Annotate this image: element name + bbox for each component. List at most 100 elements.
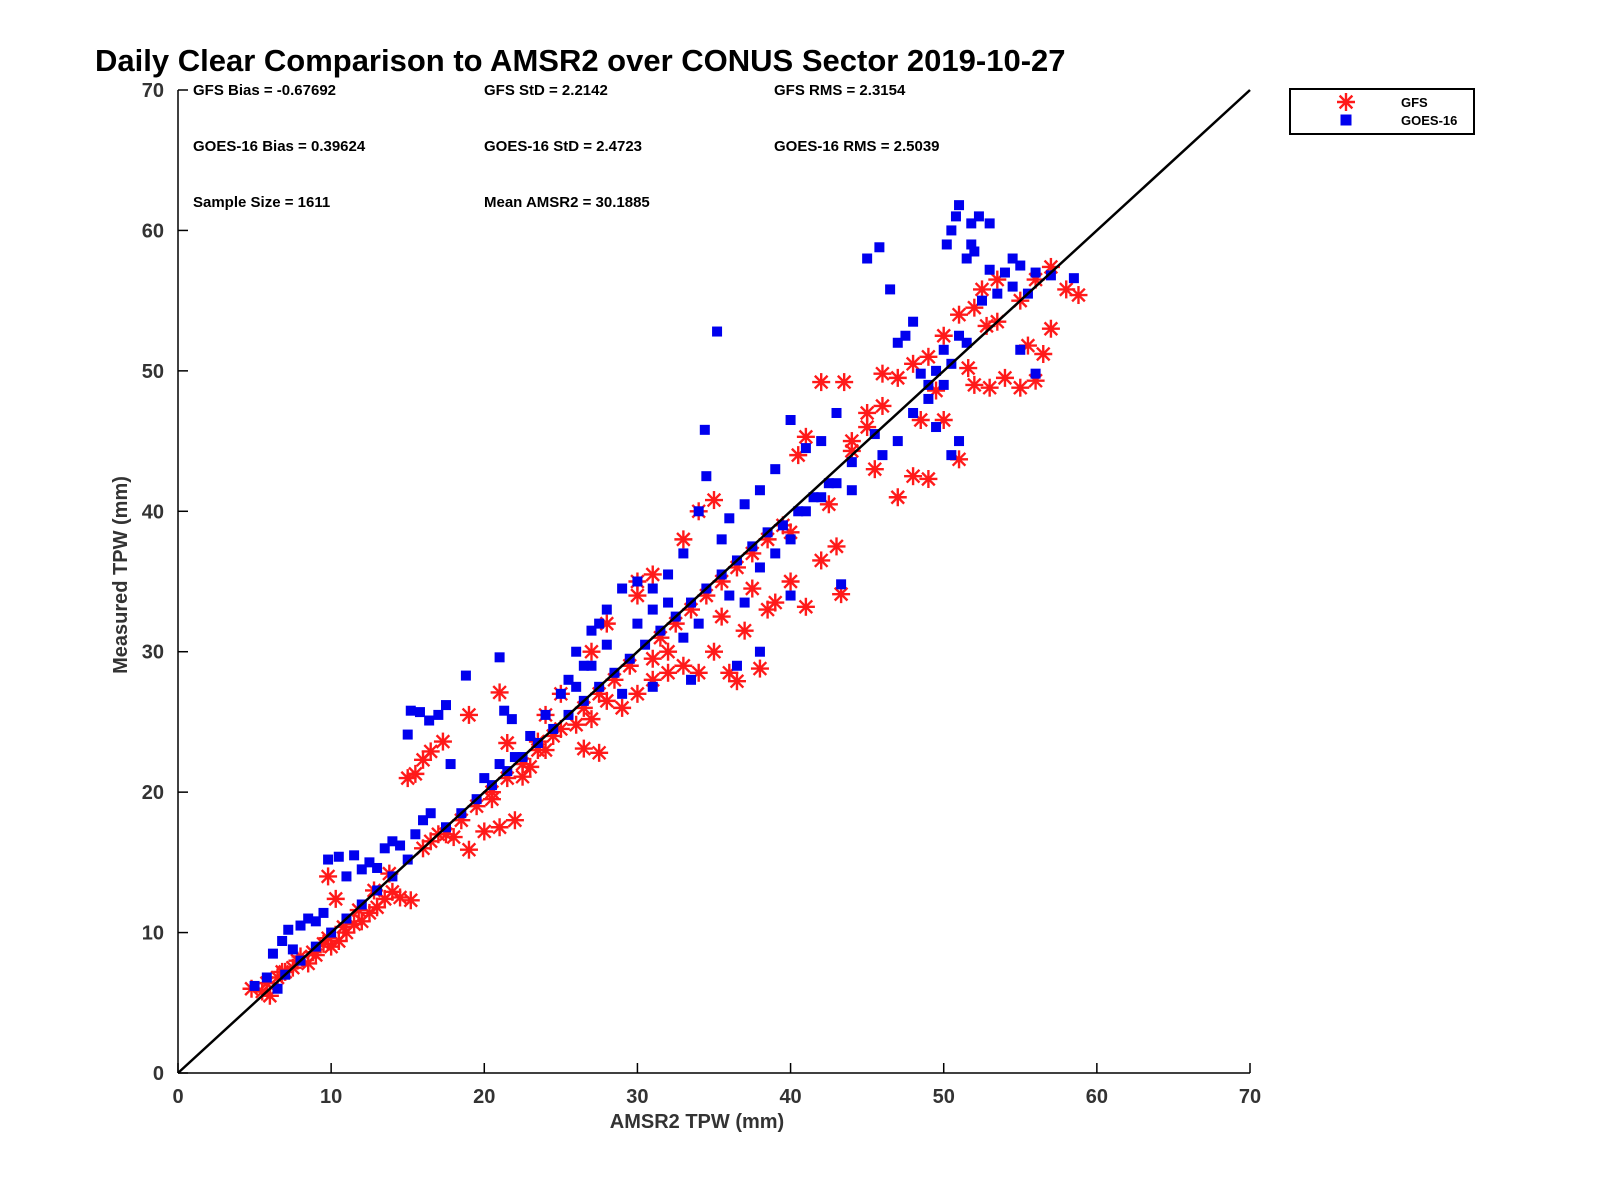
goes-16-point [885, 284, 896, 295]
y-tick-label: 20 [142, 782, 164, 804]
gfs-point [766, 593, 785, 612]
goes-16-point [310, 916, 321, 927]
goes-16-point [938, 379, 949, 390]
goes-16-point [754, 646, 765, 657]
goes-16-point [414, 707, 425, 718]
gfs-point [459, 705, 478, 724]
goes-16-point [506, 714, 517, 725]
gfs-point [904, 354, 923, 373]
goes-16-point [272, 983, 283, 994]
stat-goes-bias: GOES-16 Bias = 0.39624 [193, 138, 366, 155]
legend-gfs-marker [1337, 93, 1355, 111]
gfs-point [934, 326, 953, 345]
goes-16-point [739, 597, 750, 608]
plot-area [177, 89, 1251, 1074]
goes-16-point [724, 513, 735, 524]
gfs-point [727, 672, 746, 691]
y-tick-label: 50 [142, 361, 164, 383]
gfs-point [401, 891, 420, 910]
goes-16-point [261, 972, 272, 983]
gfs-point [1069, 286, 1088, 305]
goes-16-point [647, 681, 658, 692]
goes-16-point [1030, 368, 1041, 379]
gfs-point [888, 368, 907, 387]
goes-16-point [931, 422, 942, 433]
goes-16-point [663, 569, 674, 580]
goes-16-point [808, 492, 819, 503]
goes-16-point [1030, 267, 1041, 278]
goes-16-point [479, 773, 490, 784]
goes-16-point [356, 864, 367, 875]
gfs-point [490, 818, 509, 837]
goes-16-point [946, 450, 957, 461]
goes-16-point [966, 239, 977, 250]
gfs-point [796, 597, 815, 616]
goes-16-point [445, 759, 456, 770]
gfs-point [326, 889, 345, 908]
goes-16-point [578, 660, 589, 671]
gfs-point [835, 373, 854, 392]
goes-16-point [716, 534, 727, 545]
goes-16-point [402, 854, 413, 865]
goes-16-point [601, 639, 612, 650]
x-axis-label: AMSR2 TPW (mm) [610, 1111, 784, 1133]
stats-block: GFS Bias = -0.67692 GFS StD = 2.2142 GFS… [193, 82, 940, 211]
goes-16-point [617, 688, 628, 699]
goes-16-point [693, 618, 704, 629]
goes-16-point [816, 492, 827, 503]
gfs-point [827, 537, 846, 556]
gfs-point [812, 373, 831, 392]
goes-16-point [731, 660, 742, 671]
goes-16-point [499, 705, 510, 716]
gfs-point [319, 867, 338, 886]
y-tick-label: 10 [142, 923, 164, 945]
gfs-point [1034, 345, 1053, 364]
gfs-point [959, 359, 978, 378]
goes-16-point [754, 485, 765, 496]
goes-16-point [647, 604, 658, 615]
goes-16-point [699, 424, 710, 435]
gfs-point [705, 642, 723, 661]
goes-16-point [941, 239, 952, 250]
goes-16-point [349, 850, 360, 861]
goes-16-point [973, 211, 984, 222]
x-tick-label: 30 [626, 1086, 648, 1108]
goes-16-point [594, 618, 605, 629]
goes-16-point [379, 843, 390, 854]
goes-16-point [770, 464, 781, 475]
goes-16-point [586, 660, 597, 671]
stat-gfs-rms: GFS RMS = 2.3154 [774, 82, 906, 99]
gfs-point [490, 683, 509, 702]
gfs-point [735, 621, 754, 640]
goes-16-point [433, 709, 444, 720]
gfs-point [659, 663, 678, 682]
goes-16-point [632, 618, 643, 629]
goes-16-point [283, 924, 294, 935]
goes-16-point [287, 944, 298, 955]
goes-16-point [724, 590, 735, 601]
goes-16-point [984, 218, 995, 229]
goes-16-point [1045, 270, 1056, 281]
goes-16-point [318, 907, 329, 918]
gfs-point [433, 732, 452, 751]
stat-gfs-bias: GFS Bias = -0.67692 [193, 82, 336, 99]
x-tick-label: 50 [933, 1086, 955, 1108]
one-to-one-line [177, 89, 1251, 1074]
chart-title: Daily Clear Comparison to AMSR2 over CON… [95, 43, 1066, 78]
legend-gfs-label: GFS [1401, 95, 1428, 110]
gfs-point [628, 586, 647, 605]
goes-16-point [862, 253, 873, 264]
gfs-point [391, 888, 410, 907]
goes-16-point [770, 548, 781, 559]
goes-16-point [823, 478, 834, 489]
gfs-point [743, 579, 762, 598]
stat-gfs-std: GFS StD = 2.2142 [484, 82, 608, 99]
x-tick-label: 20 [473, 1086, 495, 1108]
y-axis-label: Measured TPW (mm) [110, 476, 132, 674]
goes-16-point [494, 759, 505, 770]
goes-16-point [992, 288, 1003, 299]
goes-16-point [372, 862, 383, 873]
goes-16-point [267, 948, 278, 959]
goes-16-point [1007, 281, 1018, 292]
goes-16-point [364, 857, 375, 868]
